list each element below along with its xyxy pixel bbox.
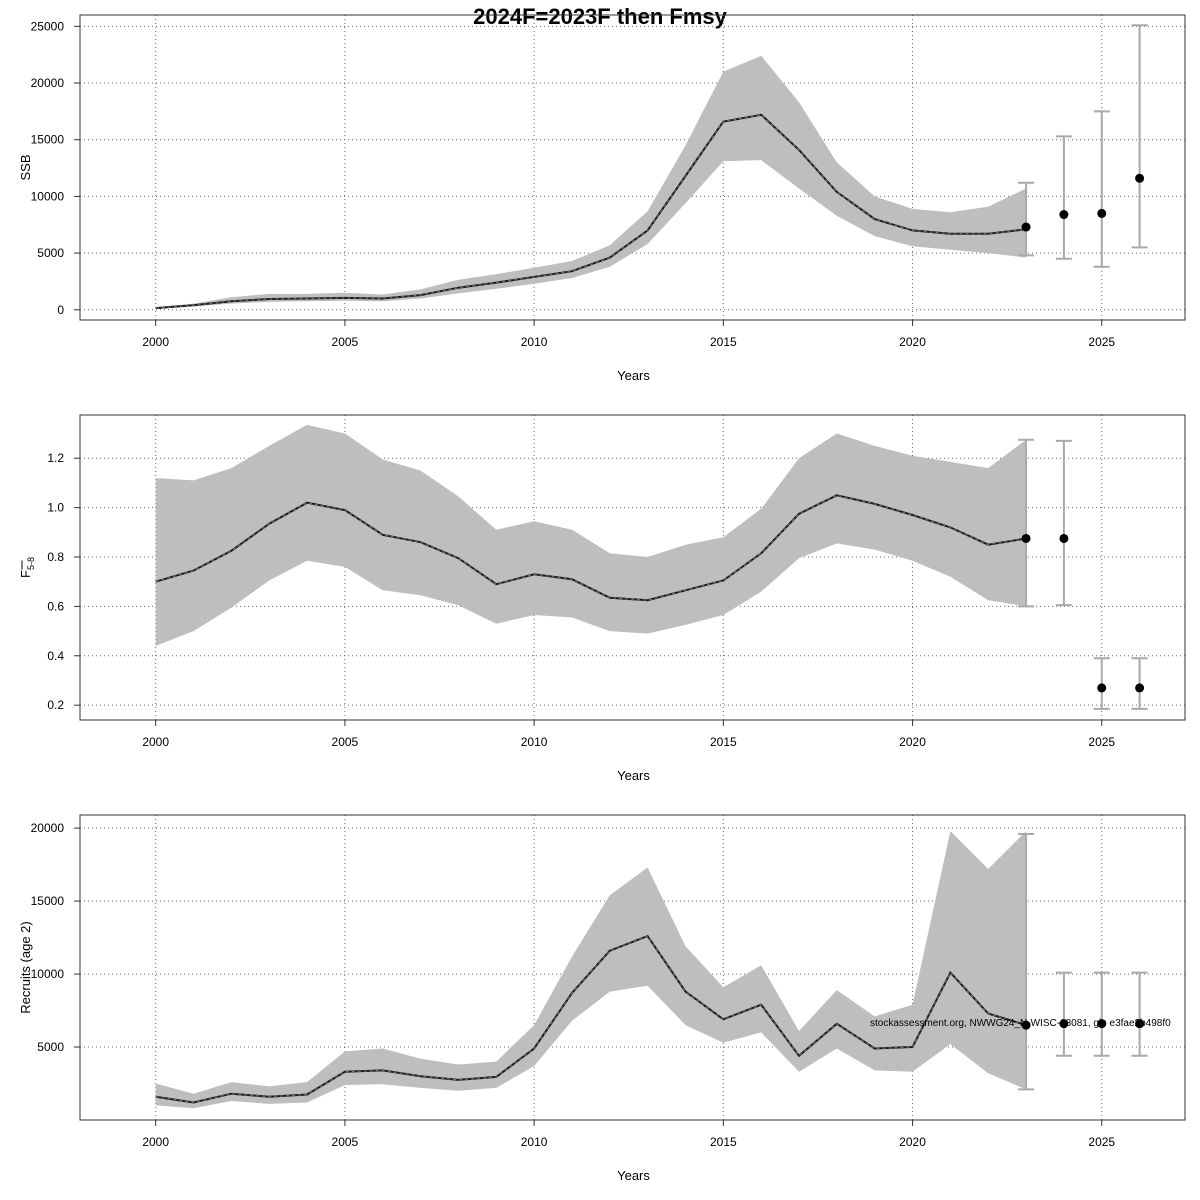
x-tick-label: 2005 <box>332 1135 359 1149</box>
plot-frame <box>79 814 1186 1121</box>
x-tick-label: 2020 <box>899 335 926 349</box>
figure-title: 2024F=2023F then Fmsy <box>473 4 728 29</box>
panel-recruits: 2000 2005 2010 2015 2020 2025 5000 10000 15000 20… <box>18 814 1186 1183</box>
x-tick-label: 2010 <box>521 735 548 749</box>
panel-ssb: 2000 2005 2010 2015 2020 2025 0 5000 10000 15000 2… <box>18 14 1186 383</box>
y-tick-label: 1.2 <box>47 451 64 465</box>
x-tick-label: 2025 <box>1088 735 1115 749</box>
estimate-line-dashes <box>155 935 1027 1104</box>
forecast-point-2024 <box>1059 1019 1069 1029</box>
estimate-line-dashes <box>155 114 1027 309</box>
forecast-point-2026 <box>1135 683 1145 693</box>
x-tick-label: 2020 <box>899 735 926 749</box>
y-tick-label: 15000 <box>31 133 65 147</box>
forecast-point-2023 <box>1021 222 1031 232</box>
x-axis-label: Years <box>617 768 650 783</box>
panel-fbar: 2000 2005 2010 2015 2020 2025 0.2 0.4 0.6 0.8 1.0 1… <box>18 414 1186 783</box>
y-tick-label: 0.4 <box>47 649 64 663</box>
x-tick-label: 2025 <box>1088 1135 1115 1149</box>
forecast-point-2025 <box>1097 683 1107 693</box>
x-tick-label: 2000 <box>142 335 169 349</box>
y-tick-label: 20000 <box>31 821 65 835</box>
x-tick-label: 2015 <box>710 335 737 349</box>
y-tick-label: 0 <box>57 303 64 317</box>
x-tick-label: 2010 <box>521 335 548 349</box>
x-tick-label: 2025 <box>1088 335 1115 349</box>
forecast-point-2024 <box>1059 533 1069 543</box>
y-axis-label: F5-8 <box>18 557 36 578</box>
x-tick-label: 2005 <box>332 335 359 349</box>
confidence-band <box>155 55 1027 309</box>
y-tick-label: 0.8 <box>47 550 64 564</box>
forecast-point-2023 <box>1021 1020 1031 1030</box>
x-tick-label: 2000 <box>142 1135 169 1149</box>
plot-frame <box>79 14 1186 321</box>
y-axis-label: SSB <box>18 154 33 180</box>
y-tick-label: 5000 <box>37 1040 64 1054</box>
y-tick-label: 0.2 <box>47 698 64 712</box>
x-tick-label: 2015 <box>710 735 737 749</box>
y-axis-label-subscript: 5-8 <box>26 557 36 570</box>
forecast-point-2025 <box>1097 1019 1107 1029</box>
estimate-line-dashes <box>155 494 1027 601</box>
y-tick-label: 10000 <box>31 189 65 203</box>
plot-frame <box>79 414 1186 721</box>
x-axis-label: Years <box>617 368 650 383</box>
confidence-band <box>155 831 1027 1109</box>
x-tick-label: 2005 <box>332 735 359 749</box>
forecast-point-2026 <box>1135 173 1145 183</box>
forecast-point-2024 <box>1059 210 1069 220</box>
y-tick-label: 20000 <box>31 76 65 90</box>
y-tick-label: 25000 <box>31 19 65 33</box>
y-tick-label: 5000 <box>37 246 64 260</box>
forecast-point-2023 <box>1021 533 1031 543</box>
y-tick-label: 10000 <box>31 967 65 981</box>
x-tick-label: 2020 <box>899 1135 926 1149</box>
forecast-point-2025 <box>1097 208 1107 218</box>
y-tick-label: 1.0 <box>47 501 64 515</box>
y-tick-label: 0.6 <box>47 599 64 613</box>
panels: 2000 2005 2010 2015 2020 20250500010000150002… <box>18 14 1186 1183</box>
x-tick-label: 2000 <box>142 735 169 749</box>
x-tick-label: 2010 <box>521 1135 548 1149</box>
y-tick-label: 15000 <box>31 894 65 908</box>
confidence-band <box>155 424 1027 646</box>
x-tick-label: 2015 <box>710 1135 737 1149</box>
credit-text: stockassessment.org, NWWG24_N-WISC-18081… <box>870 1018 1171 1029</box>
forecast-point-2026 <box>1135 1019 1145 1029</box>
y-axis-label: Recruits (age 2) <box>18 921 33 1013</box>
x-axis-label: Years <box>617 1168 650 1183</box>
